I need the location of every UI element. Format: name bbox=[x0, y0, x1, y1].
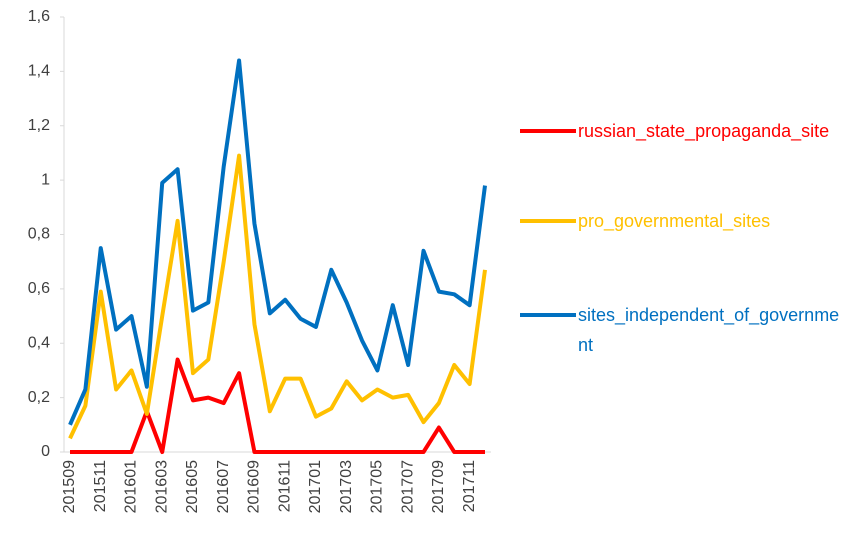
y-tick-label: 0 bbox=[41, 443, 50, 460]
x-tick-label: 201701 bbox=[307, 460, 324, 513]
x-tick-label: 201611 bbox=[276, 460, 293, 512]
x-tick-label: 201511 bbox=[92, 460, 109, 512]
legend-label: sites_independent_of_government bbox=[578, 305, 840, 355]
series-line bbox=[70, 357, 485, 454]
y-tick-label: 1,6 bbox=[28, 8, 50, 25]
series-line bbox=[68, 58, 487, 426]
x-tick-label: 201607 bbox=[215, 460, 232, 513]
x-tick-label: 201709 bbox=[430, 460, 447, 513]
y-tick-label: 0,2 bbox=[28, 389, 50, 406]
x-tick-label: 201705 bbox=[369, 460, 386, 513]
y-tick-label: 0,6 bbox=[28, 280, 50, 297]
x-tick-label: 201609 bbox=[246, 460, 263, 513]
x-tick-label: 201603 bbox=[153, 460, 170, 513]
series-line bbox=[68, 153, 487, 440]
y-tick-label: 1,4 bbox=[28, 63, 50, 80]
x-tick-label: 201601 bbox=[123, 460, 140, 513]
x-tick-label: 201509 bbox=[61, 460, 78, 513]
x-tick-label: 201703 bbox=[338, 460, 355, 513]
x-tick-label: 201605 bbox=[184, 460, 201, 513]
y-tick-label: 0,8 bbox=[28, 226, 50, 243]
legend-label: russian_state_propaganda_site bbox=[578, 121, 830, 141]
x-tick-label: 201711 bbox=[461, 460, 478, 512]
x-tick-label: 201707 bbox=[399, 460, 416, 513]
y-tick-label: 0,4 bbox=[28, 334, 50, 351]
y-tick-label: 1 bbox=[41, 171, 50, 188]
y-tick-label: 1,2 bbox=[28, 117, 50, 134]
legend-label: pro_governmental_sites bbox=[578, 211, 771, 231]
